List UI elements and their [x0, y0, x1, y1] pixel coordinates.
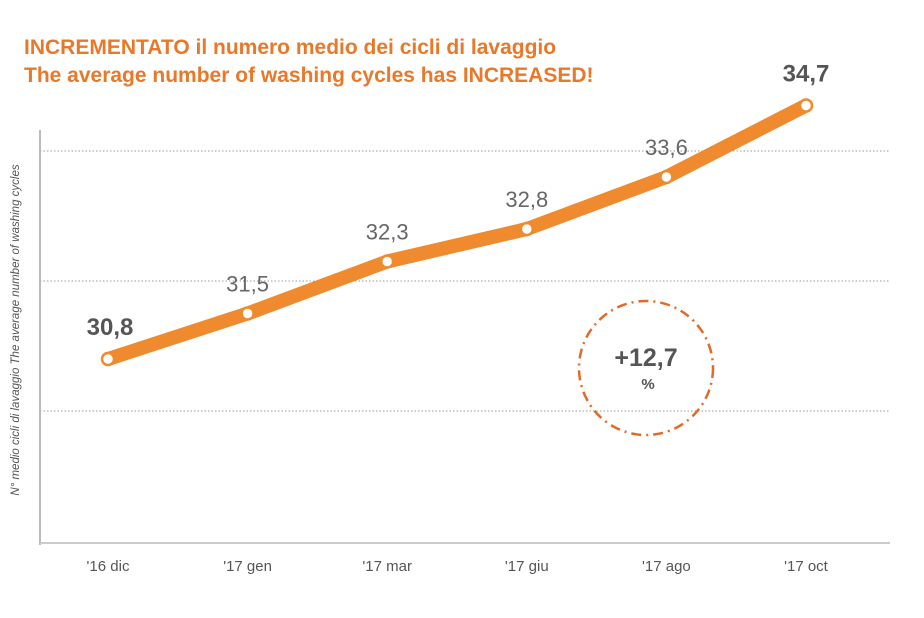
- chart-subtitle: The average number of washing cycles has…: [24, 64, 594, 87]
- x-tick-label: '17 giu: [505, 558, 549, 575]
- x-tick-label: '17 gen: [223, 558, 272, 575]
- data-point: [659, 169, 674, 185]
- data-label: 33,6: [645, 135, 688, 160]
- x-tick-label: '17 oct: [784, 558, 829, 575]
- x-tick-label: '17 ago: [642, 558, 691, 575]
- data-point: [100, 351, 116, 367]
- chart-title: INCREMENTATO il numero medio dei cicli d…: [24, 36, 557, 59]
- annotation-unit: %: [641, 376, 654, 393]
- data-point: [798, 98, 814, 113]
- data-label: 30,8: [87, 314, 134, 341]
- x-tick-label: '16 dic: [87, 558, 130, 575]
- annotation-circle: [577, 299, 715, 437]
- data-point: [240, 306, 255, 321]
- series-line: [101, 98, 813, 366]
- annotation-value: +12,7: [614, 344, 677, 372]
- data-label: 31,5: [226, 272, 269, 297]
- data-label: 32,8: [505, 187, 548, 212]
- data-label: 34,7: [783, 61, 830, 88]
- data-point: [379, 254, 395, 269]
- data-label: 32,3: [366, 220, 409, 245]
- data-point: [519, 221, 535, 237]
- x-tick-label: '17 mar: [362, 558, 412, 575]
